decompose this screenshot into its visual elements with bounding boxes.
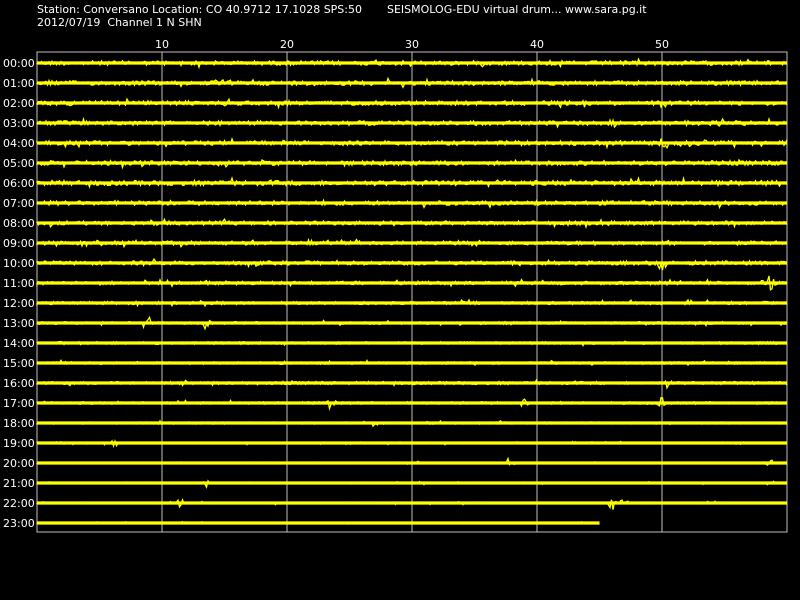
x-tick-label: 20 — [280, 38, 294, 51]
hour-label: 23:00 — [3, 517, 35, 530]
x-tick-label: 50 — [655, 38, 669, 51]
hour-label: 13:00 — [3, 317, 35, 330]
hour-label: 05:00 — [3, 157, 35, 170]
hour-label: 09:00 — [3, 237, 35, 250]
x-tick-label: 40 — [530, 38, 544, 51]
hour-label: 08:00 — [3, 217, 35, 230]
hour-label: 10:00 — [3, 257, 35, 270]
hour-label: 02:00 — [3, 97, 35, 110]
hour-label: 16:00 — [3, 377, 35, 390]
hour-label: 01:00 — [3, 77, 35, 90]
hour-label: 14:00 — [3, 337, 35, 350]
hour-label: 19:00 — [3, 437, 35, 450]
hour-label: 12:00 — [3, 297, 35, 310]
hour-label: 20:00 — [3, 457, 35, 470]
hour-label: 03:00 — [3, 117, 35, 130]
hour-label: 15:00 — [3, 357, 35, 370]
brand-text: SEISMOLOG-EDU virtual drum... www.sara.p… — [387, 3, 647, 16]
hour-label: 00:00 — [3, 57, 35, 70]
hour-label: 07:00 — [3, 197, 35, 210]
hour-label: 17:00 — [3, 397, 35, 410]
date-channel-info: 2012/07/19 Channel 1 N SHN — [37, 16, 202, 29]
hour-label: 18:00 — [3, 417, 35, 430]
hour-label: 21:00 — [3, 477, 35, 490]
hour-label: 04:00 — [3, 137, 35, 150]
hour-label: 11:00 — [3, 277, 35, 290]
station-info: Station: Conversano Location: CO 40.9712… — [37, 3, 362, 16]
hour-label: 22:00 — [3, 497, 35, 510]
x-tick-label: 10 — [155, 38, 169, 51]
hour-label: 06:00 — [3, 177, 35, 190]
x-tick-label: 30 — [405, 38, 419, 51]
